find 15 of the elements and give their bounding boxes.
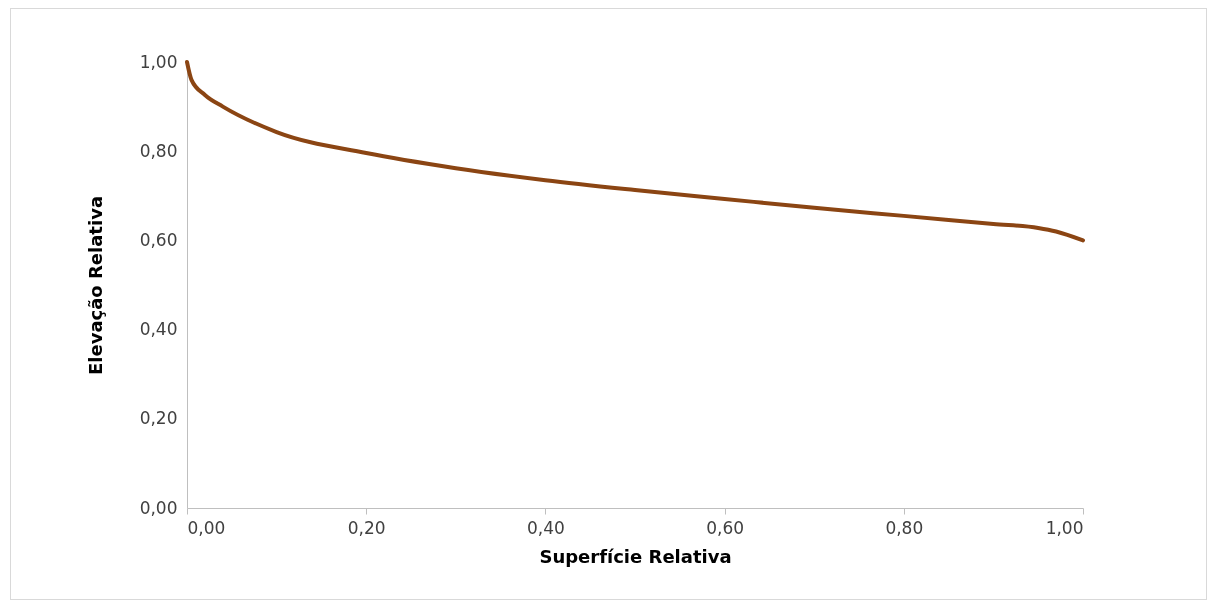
x-tick-label: 0,20 [347, 517, 386, 538]
y-tick-label: 0,40 [139, 319, 178, 340]
x-tick-label: 0,00 [187, 517, 226, 538]
y-tick-label: 0,20 [139, 408, 178, 429]
y-axis-title: Elevação Relativa [84, 195, 106, 376]
x-tick-label: 0,60 [706, 517, 745, 538]
x-tick-label: 0,40 [526, 517, 565, 538]
x-tick-label: 0,80 [885, 517, 924, 538]
x-axis-title: Superfície Relativa [539, 545, 732, 567]
y-tick-label: 0,80 [139, 140, 178, 161]
x-tick-label: 1,00 [1045, 517, 1084, 538]
y-tick-label: 1,00 [139, 51, 178, 72]
y-tick-label: 0,00 [139, 497, 178, 518]
y-tick-label: 0,60 [139, 229, 178, 250]
line-series [185, 60, 1085, 243]
